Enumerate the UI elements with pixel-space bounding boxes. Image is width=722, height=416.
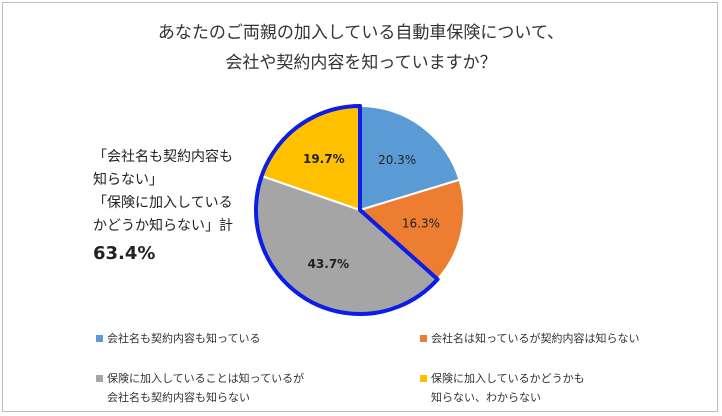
chart-title-line-2: 会社や契約内容を知っていますか？ <box>225 53 497 73</box>
chart-frame <box>2 2 718 412</box>
pie-slice-labels: 20.3% 16.3% 43.7% 19.7% <box>303 152 440 271</box>
pie-slice-2 <box>358 178 465 281</box>
highlight-outline <box>254 104 440 316</box>
callout-total: 63.4% <box>93 243 156 264</box>
callout-line-3: 「保険に加入している <box>93 195 233 211</box>
pie-slice-label-1: 20.3% <box>378 153 416 167</box>
pie-slice-label-3: 43.7% <box>308 257 350 271</box>
callout-line-1: 「会社名も契約内容も <box>93 149 233 165</box>
pie-slice-1 <box>359 104 461 212</box>
highlight-callout: 「会社名も契約内容も 知らない」 「保険に加入している かどうか知らない」計 6… <box>93 146 233 265</box>
callout-line-2: 知らない」 <box>93 172 163 188</box>
pie-slice-label-2: 16.3% <box>402 216 440 230</box>
pie-slice-label-4: 19.7% <box>303 152 345 166</box>
chart-title: あなたのご両親の加入している自動車保険について、 会社や契約内容を知っていますか… <box>0 18 722 78</box>
pie-slices <box>255 104 465 315</box>
chart-title-line-1: あなたのご両親の加入している自動車保険について、 <box>157 23 565 43</box>
callout-line-4: かどうか知らない」計 <box>93 218 233 234</box>
